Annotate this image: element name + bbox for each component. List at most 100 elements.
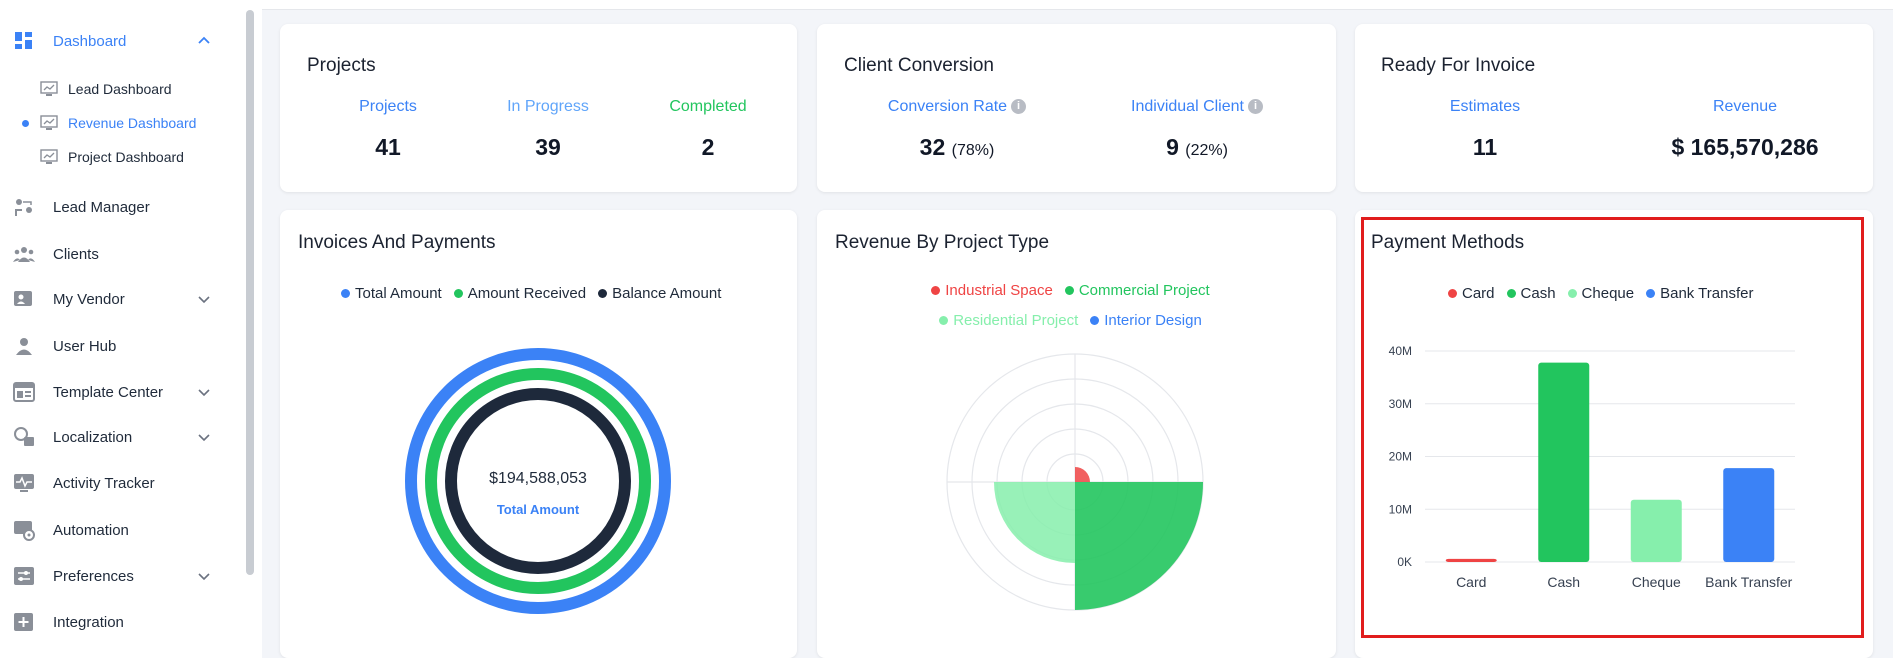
monitor-chart-icon (40, 115, 58, 130)
projects-label: Projects (359, 98, 417, 115)
sidebar-item-my-vendor[interactable]: My Vendor (0, 281, 240, 317)
payment-methods-card: Payment Methods Card Cash Cheque Bank Tr… (1355, 210, 1873, 658)
x-tick-label: Card (1456, 574, 1486, 590)
estimates-value: 11 (1472, 134, 1498, 160)
legend-item[interactable]: Amount Received (453, 285, 586, 302)
amount-received-ring[interactable] (425, 368, 651, 594)
x-tick-label: Cheque (1632, 574, 1681, 590)
info-icon[interactable]: i (1011, 99, 1027, 115)
sidebar-item-automation[interactable]: Automation (0, 512, 240, 548)
y-tick-label: 0K (1397, 555, 1412, 569)
sidebar-item-integration[interactable]: Integration (0, 604, 240, 640)
sidebar-item-clients[interactable]: Clients (0, 236, 240, 272)
sidebar-sub-project-dashboard[interactable]: Project Dashboard (0, 142, 240, 172)
card-title: Client Conversion (844, 55, 994, 76)
sidebar-item-user-hub[interactable]: User Hub (0, 328, 240, 364)
individual-client-value: 9 (22%) (1166, 134, 1228, 160)
legend: Industrial Space Commercial Project (817, 282, 1336, 299)
completed-label: Completed (669, 98, 747, 115)
commercial-project-segment[interactable] (1075, 482, 1203, 610)
sidebar-item-label: Localization (53, 428, 133, 446)
residential-project-segment[interactable] (994, 482, 1075, 563)
sidebar-sub-lead-dashboard[interactable]: Lead Dashboard (0, 74, 240, 104)
users-icon (13, 247, 35, 262)
sidebar-item-lead-manager[interactable]: Lead Manager (0, 189, 240, 225)
card-title: Payment Methods (1371, 232, 1525, 253)
client-conversion-card: Client Conversion Conversion Rate i Indiv… (817, 24, 1336, 192)
invoices-payments-card: Invoices And Payments Total Amount Amoun… (280, 210, 797, 658)
center-value: $194,588,053 (489, 470, 587, 487)
legend-item[interactable]: Balance Amount (598, 285, 721, 302)
sidebar-item-preferences[interactable]: Preferences (0, 558, 240, 594)
legend-item[interactable]: Interior Design (1090, 312, 1202, 329)
legend-item[interactable]: Industrial Space (931, 282, 1053, 299)
completed-value: 2 (701, 134, 715, 160)
chevron-down-icon[interactable] (197, 430, 211, 444)
lead-manager-icon (15, 199, 32, 216)
sidebar-item-localization[interactable]: Localization (0, 419, 240, 455)
monitor-chart-icon (40, 149, 58, 164)
sidebar-item-dashboard[interactable]: Dashboard (0, 23, 240, 59)
chevron-up-icon[interactable] (197, 34, 211, 48)
legend-item[interactable]: Total Amount (341, 285, 442, 302)
revenue-by-project-type-card: Revenue By Project Type Industrial Space… (817, 210, 1336, 658)
polar-area-chart (946, 353, 1204, 611)
projects-value: 41 (375, 134, 401, 160)
preferences-icon (14, 567, 34, 585)
y-tick-label: 10M (1389, 502, 1412, 516)
sidebar: Dashboard Lead Dashboard Revenue Dashboa… (0, 0, 262, 658)
y-tick-label: 20M (1389, 450, 1412, 464)
localization-icon (14, 427, 34, 446)
dashboard-icon (13, 30, 35, 52)
x-tick-label: Cash (1547, 574, 1580, 590)
sidebar-item-label: User Hub (53, 337, 117, 355)
sidebar-item-label: Preferences (53, 567, 134, 585)
y-tick-label: 30M (1389, 397, 1412, 411)
automation-icon (14, 521, 35, 541)
legend-item[interactable]: Residential Project (939, 312, 1078, 329)
legend-item[interactable]: Commercial Project (1064, 282, 1210, 299)
activity-icon (14, 474, 34, 492)
sidebar-item-label: Template Center (53, 383, 164, 401)
projects-card: Projects Projects In Progress Completed … (280, 24, 797, 192)
sidebar-sub-label: Lead Dashboard (68, 81, 172, 97)
legend-item[interactable]: Cash (1506, 285, 1556, 302)
sidebar-item-label: Dashboard (53, 32, 127, 50)
legend-item[interactable]: Bank Transfer (1646, 285, 1753, 302)
center-label: Total Amount (496, 502, 580, 517)
sidebar-item-label: Activity Tracker (53, 474, 155, 492)
total-amount-ring[interactable] (405, 348, 671, 614)
chevron-down-icon[interactable] (197, 569, 211, 583)
header-strip (262, 0, 1893, 10)
individual-client-label: Individual Client i (1097, 98, 1297, 116)
legend-item[interactable]: Cheque (1567, 285, 1634, 302)
legend: Card Cash Cheque Bank Transfer (1448, 285, 1765, 302)
legend-item[interactable]: Card (1448, 285, 1495, 302)
chevron-down-icon[interactable] (197, 385, 211, 399)
balance-amount-ring[interactable] (445, 388, 631, 574)
plus-square-icon (14, 613, 33, 631)
bar-card[interactable] (1445, 558, 1497, 562)
legend: Residential Project Interior Design (817, 312, 1336, 329)
bar-bank-transfer[interactable] (1723, 468, 1775, 562)
card-title: Projects (307, 55, 376, 76)
card-title: Invoices And Payments (298, 232, 496, 253)
conversion-rate-label: Conversion Rate i (857, 98, 1057, 116)
bar-cash[interactable] (1538, 362, 1590, 562)
sidebar-item-template-center[interactable]: Template Center (0, 374, 240, 410)
payment-methods-bar-chart: 0K 10M 20M 30M 40M Card Cash Cheque Bank Transfe… (1389, 344, 1795, 590)
chevron-down-icon[interactable] (197, 292, 211, 306)
estimates-label: Estimates (1449, 98, 1521, 115)
in-progress-value: 39 (535, 134, 561, 160)
info-icon[interactable]: i (1247, 99, 1263, 115)
industrial-space-segment[interactable] (1075, 467, 1090, 482)
sidebar-item-label: Automation (53, 521, 129, 539)
legend: Total Amount Amount Received Balance Amo… (341, 285, 733, 302)
sidebar-item-label: Clients (53, 245, 99, 263)
sidebar-sub-label: Project Dashboard (68, 149, 184, 165)
bar-cheque[interactable] (1630, 499, 1682, 562)
sidebar-sub-revenue-dashboard[interactable]: Revenue Dashboard (0, 108, 240, 138)
sidebar-scrollbar[interactable] (246, 10, 254, 575)
sidebar-item-activity-tracker[interactable]: Activity Tracker (0, 465, 240, 501)
revenue-label: Revenue (1712, 98, 1778, 115)
